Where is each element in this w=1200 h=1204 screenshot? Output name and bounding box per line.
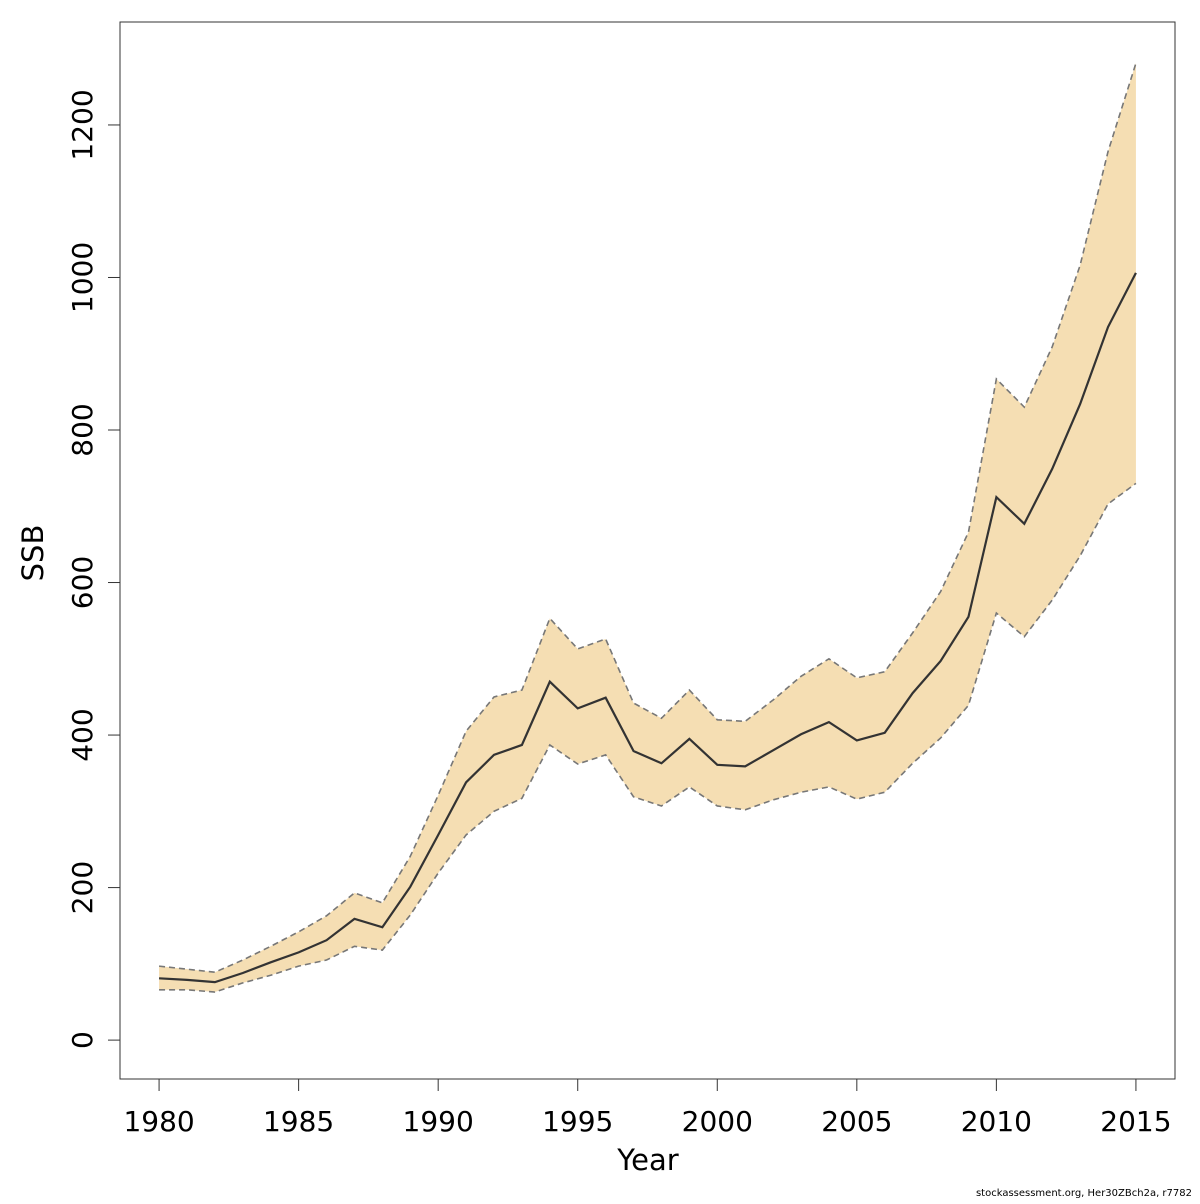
y-tick-label: 800 <box>66 403 99 456</box>
bound-line <box>159 482 1137 993</box>
confidence-band <box>159 63 1136 993</box>
y-tick-label: 600 <box>66 556 99 609</box>
x-tick-label: 2000 <box>682 1105 753 1138</box>
y-axis-label: SSB <box>16 525 50 582</box>
plot-frame <box>119 21 1176 1080</box>
ssb-line <box>159 272 1137 984</box>
y-tick-label: 1200 <box>66 89 99 160</box>
bound-line <box>158 62 1137 974</box>
x-tick-label: 2015 <box>1100 1105 1171 1138</box>
footnote: stockassessment.org, Her30ZBch2a, r7782 <box>976 1188 1192 1199</box>
x-tick-label: 1995 <box>542 1105 613 1138</box>
y-tick-label: 400 <box>66 708 99 761</box>
x-tick-label: 2005 <box>821 1105 892 1138</box>
x-tick-label: 1980 <box>123 1105 194 1138</box>
x-tick-label: 1985 <box>263 1105 334 1138</box>
x-tick-label: 2010 <box>961 1105 1032 1138</box>
y-tick-label: 200 <box>66 861 99 914</box>
x-tick-label: 1990 <box>403 1105 474 1138</box>
y-tick-label: 1000 <box>66 242 99 313</box>
x-axis-label: Year <box>616 1143 678 1177</box>
y-tick-label: 0 <box>66 1031 99 1049</box>
